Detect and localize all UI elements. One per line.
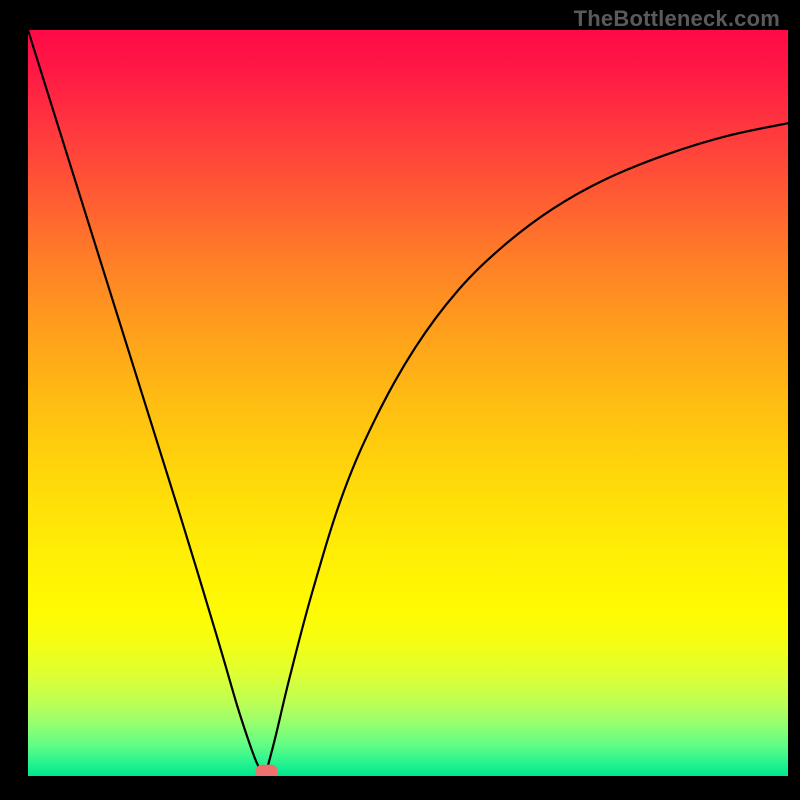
gradient-background <box>28 30 788 776</box>
plot-area <box>28 30 788 776</box>
optimum-marker <box>256 765 277 776</box>
chart-svg <box>28 30 788 776</box>
watermark-text: TheBottleneck.com <box>574 6 780 32</box>
